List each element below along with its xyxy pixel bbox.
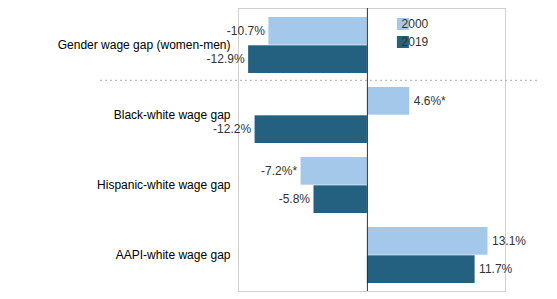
svg-text:-10.7%: -10.7%: [227, 24, 265, 38]
svg-text:2000: 2000: [402, 17, 429, 31]
svg-text:13.1%: 13.1%: [492, 234, 526, 248]
svg-text:Gender wage gap (women-men): Gender wage gap (women-men): [58, 38, 231, 52]
svg-text:-7.2%*: -7.2%*: [261, 164, 297, 178]
svg-text:4.6%*: 4.6%*: [414, 94, 446, 108]
svg-text:AAPI-white wage gap: AAPI-white wage gap: [116, 248, 231, 262]
svg-text:Hispanic-white wage gap: Hispanic-white wage gap: [97, 178, 231, 192]
svg-text:Black-white wage gap: Black-white wage gap: [114, 108, 231, 122]
svg-text:-12.2%: -12.2%: [213, 122, 251, 136]
svg-text:-5.8%: -5.8%: [279, 192, 311, 206]
svg-text:2019: 2019: [402, 35, 429, 49]
svg-text:11.7%: 11.7%: [479, 262, 512, 276]
svg-text:-12.9%: -12.9%: [207, 52, 245, 66]
